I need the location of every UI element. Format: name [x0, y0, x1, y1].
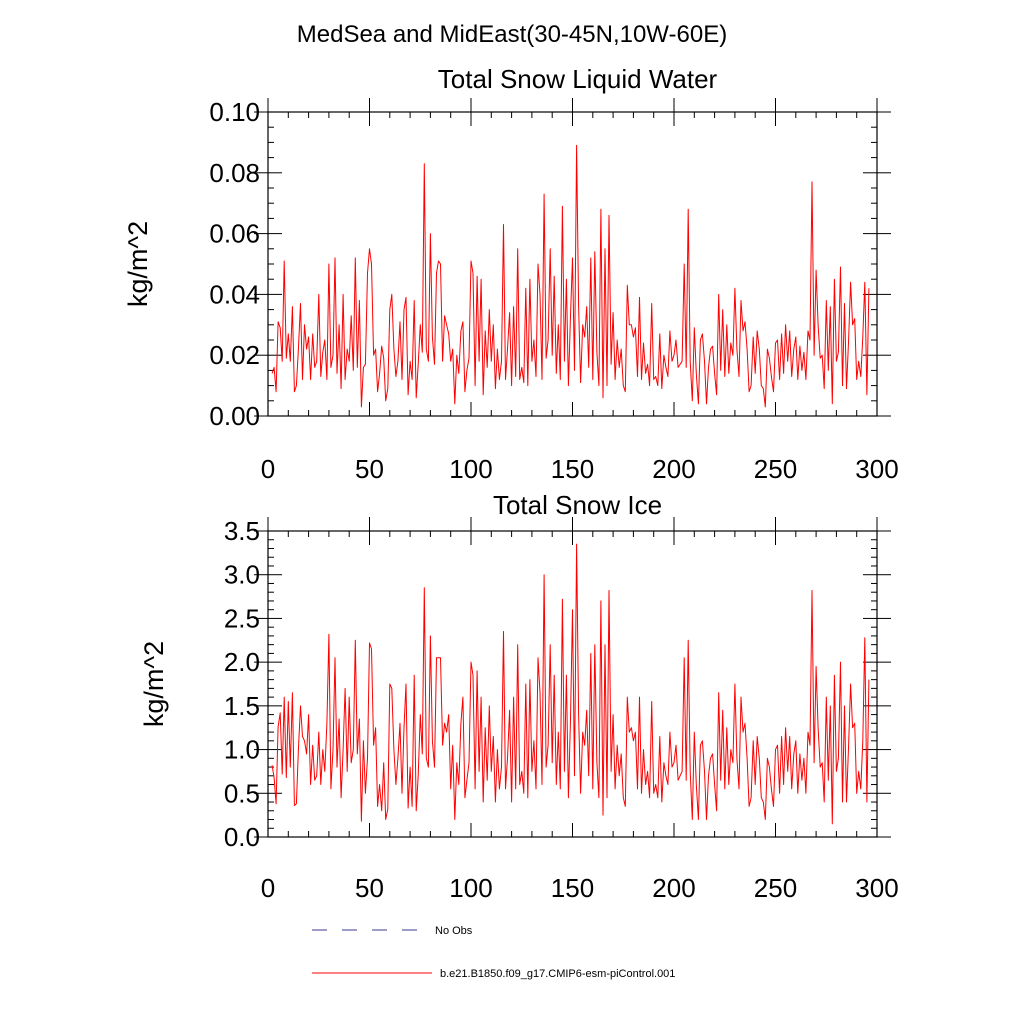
- legend-label-model-run: b.e21.B1850.f09_g17.CMIP6-esm-piControl.…: [440, 968, 675, 980]
- y-tick-label: 1.5: [224, 691, 260, 721]
- panel-snow-liquid-water: Total Snow Liquid Water 0 50 100 150 200 250 30…: [123, 64, 899, 484]
- x-tick-label: 150: [551, 454, 594, 484]
- legend-label-no-obs: No Obs: [435, 925, 473, 937]
- panel-snow-ice: Total Snow Ice 0 50 100 150 200 250 300 0.0 0.5 1.…: [139, 490, 899, 903]
- y-tick-label: 0.08: [209, 158, 260, 188]
- y-tick-label: 0.02: [209, 340, 260, 370]
- x-tick-label: 300: [855, 873, 898, 903]
- x-tick-label: 100: [449, 873, 492, 903]
- series-line-snow-liquid-water: [271, 144, 870, 408]
- x-tick-label: 250: [754, 873, 797, 903]
- legend: No Obs b.e21.B1850.f09_g17.CMIP6-esm-piC…: [312, 925, 675, 980]
- chart-title-snow-liquid-water: Total Snow Liquid Water: [438, 64, 718, 94]
- y-axis-label: kg/m^2: [139, 641, 169, 727]
- legend-entry-model-run: b.e21.B1850.f09_g17.CMIP6-esm-piControl.…: [312, 968, 675, 980]
- y-tick-label: 0.00: [209, 401, 260, 431]
- x-tick-label: 300: [855, 454, 898, 484]
- y-tick-label: 0.0: [224, 822, 260, 852]
- x-tick-label: 0: [261, 873, 275, 903]
- series-line-snow-ice: [271, 543, 870, 825]
- x-tick-label: 200: [652, 873, 695, 903]
- y-tick-label: 3.0: [224, 560, 260, 590]
- x-tick-label: 100: [449, 454, 492, 484]
- x-tick-label: 200: [652, 454, 695, 484]
- y-tick-label: 0.10: [209, 97, 260, 127]
- y-tick-label: 0.06: [209, 219, 260, 249]
- legend-entry-no-obs: No Obs: [312, 925, 473, 937]
- y-tick-label: 0.5: [224, 778, 260, 808]
- y-tick-label: 3.5: [224, 516, 260, 546]
- chart-title-snow-ice: Total Snow Ice: [493, 490, 662, 520]
- y-tick-label: 0.04: [209, 279, 260, 309]
- x-tick-label: 0: [261, 454, 275, 484]
- y-axis-label: kg/m^2: [123, 221, 153, 307]
- figure-title: MedSea and MidEast(30-45N,10W-60E): [297, 21, 727, 48]
- y-tick-label: 1.0: [224, 735, 260, 765]
- plot-frame: [267, 530, 878, 838]
- y-tick-label: 2.5: [224, 603, 260, 633]
- x-tick-label: 50: [355, 454, 384, 484]
- y-tick-label: 2.0: [224, 647, 260, 677]
- x-tick-label: 150: [551, 873, 594, 903]
- x-tick-label: 50: [355, 873, 384, 903]
- x-tick-label: 250: [754, 454, 797, 484]
